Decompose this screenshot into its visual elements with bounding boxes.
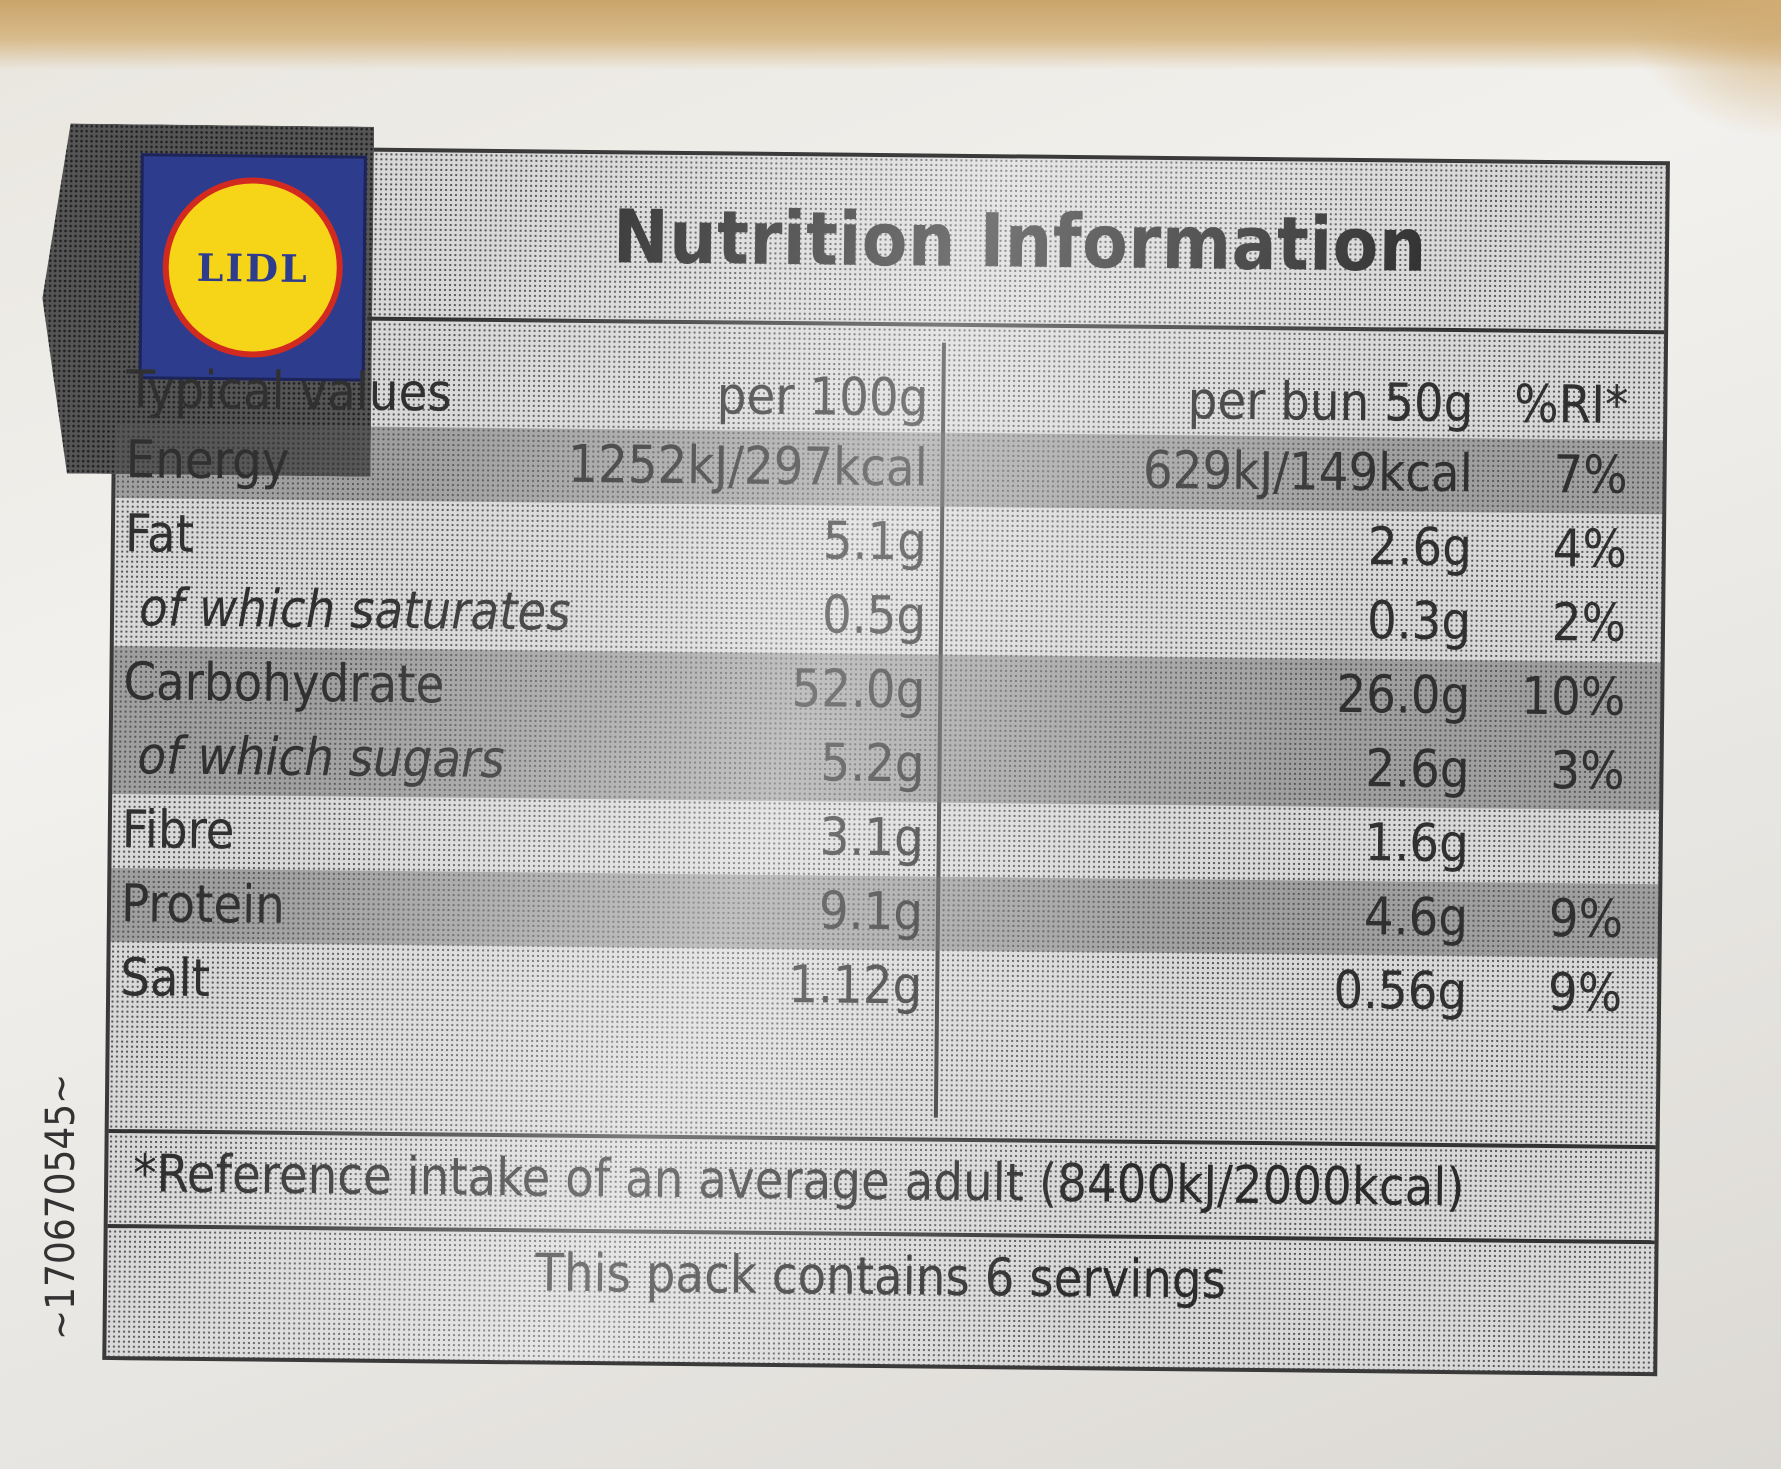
nutrient-per-100g: 52.0g [791, 659, 926, 721]
header-per-bun: per bun 50g [1187, 371, 1474, 435]
header-per-100g: per 100g [716, 366, 929, 429]
nutrient-per-100g: 5.2g [820, 733, 925, 795]
nutrient-per-bun: 0.56g [1333, 960, 1468, 1023]
nutrition-label: LIDL Nutrition Information Typical value… [102, 145, 1670, 1377]
label-title: Nutrition Information [612, 194, 1428, 289]
nutrient-per-bun: 0.3g [1366, 591, 1472, 653]
nutrient-name: Energy [125, 430, 290, 492]
nutrient-per-bun: 26.0g [1336, 664, 1471, 727]
nutrient-per-100g: 5.1g [822, 511, 928, 573]
nutrient-row: Salt 1.12g 0.56g 9% [110, 942, 1658, 1032]
nutrient-per-100g: 1252kJ/297kcal [567, 434, 928, 499]
nutrient-per-bun: 2.6g [1367, 517, 1473, 579]
nutrient-per-100g: 1.12g [788, 955, 923, 1017]
nutrient-ri: 7% [1553, 445, 1628, 506]
nutrient-name: of which saturates [138, 578, 571, 643]
nutrient-ri: 9% [1547, 963, 1623, 1024]
header-typical-values: Typical values [126, 360, 452, 424]
nutrient-name: Fibre [121, 800, 235, 862]
nutrient-ri: 2% [1551, 593, 1627, 654]
header-ri: %RI* [1513, 374, 1629, 436]
product-code: ~170670545~ [38, 1073, 84, 1340]
logo-text: LIDL [196, 244, 310, 291]
nutrient-per-bun: 1.6g [1364, 813, 1470, 875]
nutrient-name: Carbohydrate [123, 652, 445, 716]
nutrient-ri: 9% [1548, 889, 1624, 950]
reference-intake-footnote: *Reference intake of an average adult (8… [132, 1144, 1465, 1219]
lidl-logo: LIDL [138, 153, 367, 382]
nutrient-ri: 3% [1549, 741, 1625, 802]
nutrient-per-bun: 629kJ/149kcal [1142, 440, 1473, 505]
nutrient-name: Salt [119, 948, 211, 1010]
logo-circle: LIDL [161, 176, 344, 359]
title-divider [367, 316, 1665, 335]
nutrient-ri: 10% [1521, 666, 1626, 728]
nutrient-per-100g: 9.1g [818, 881, 924, 943]
nutrient-per-100g: 3.1g [819, 807, 925, 869]
nutrient-name: Fat [124, 504, 195, 565]
nutrient-per-bun: 4.6g [1363, 887, 1469, 949]
nutrient-ri: 4% [1552, 519, 1628, 580]
nutrient-name: of which sugars [137, 726, 505, 791]
bread-background [0, 0, 1781, 70]
nutrient-name: Protein [120, 874, 286, 936]
bread-background-corner [1621, 0, 1781, 140]
servings-note: This pack contains 6 servings [535, 1243, 1227, 1311]
nutrient-per-100g: 0.5g [821, 585, 927, 647]
nutrient-per-bun: 2.6g [1365, 739, 1470, 801]
